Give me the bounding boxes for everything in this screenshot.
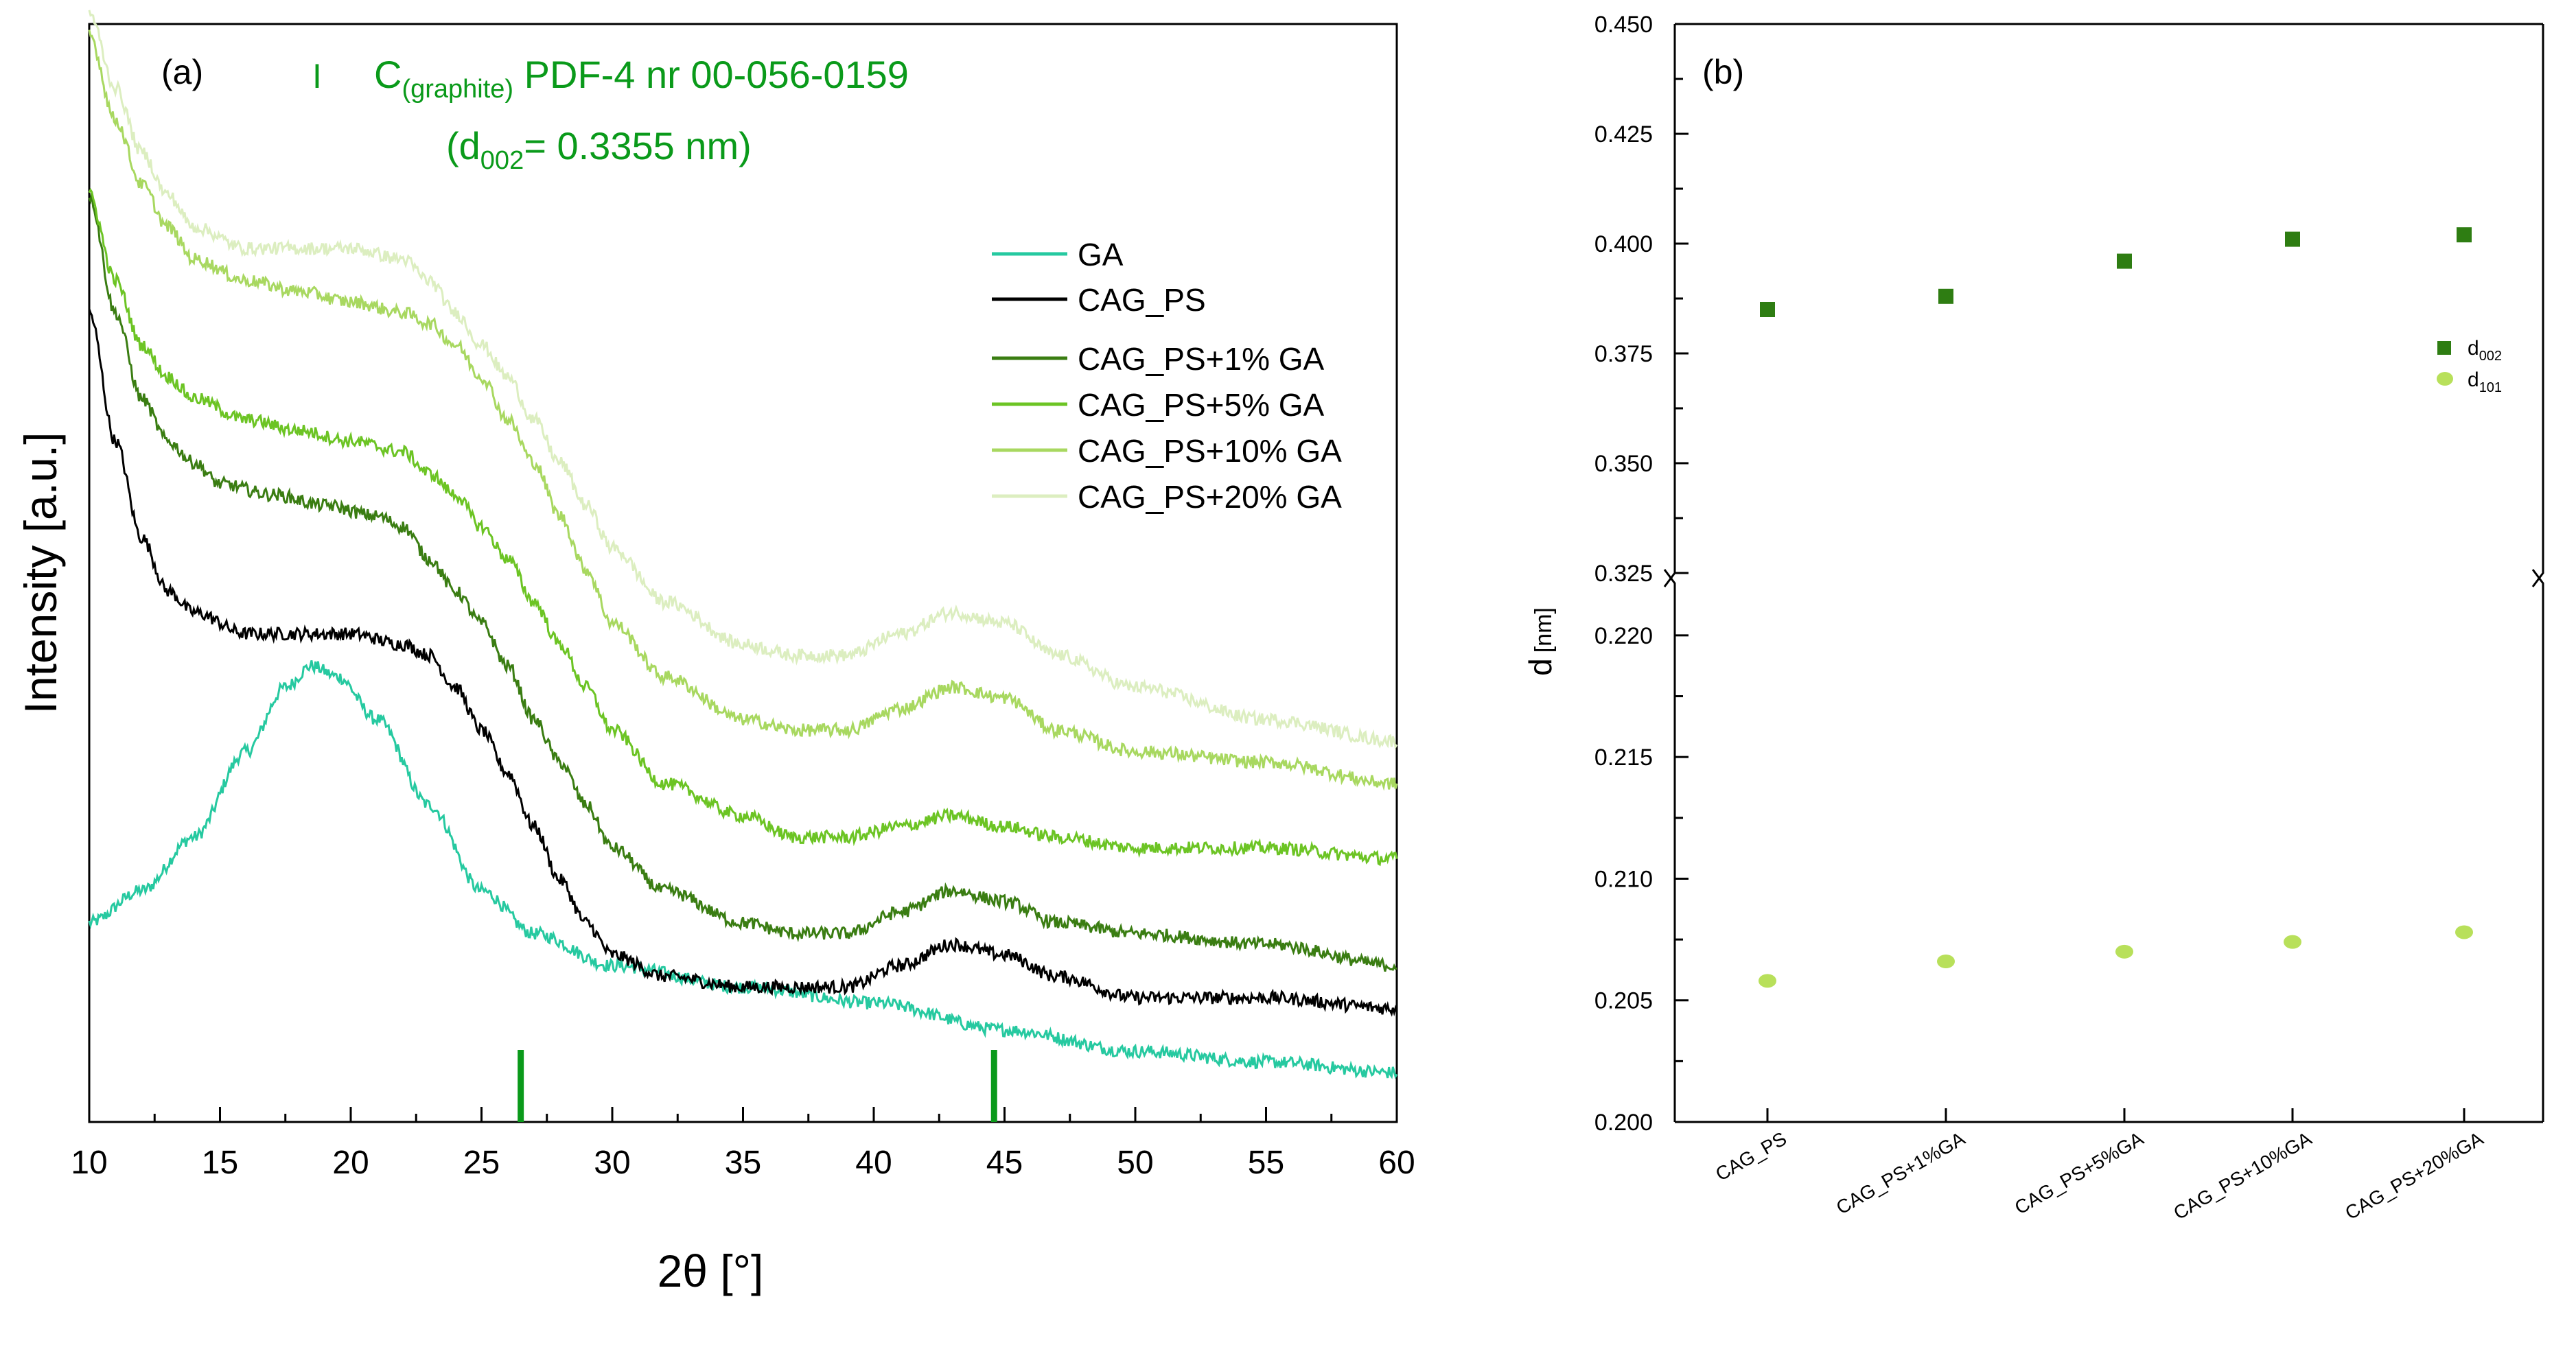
y-tick-label-0.210: 0.210 (1594, 866, 1653, 892)
panel-b-label: (b) (1702, 53, 1744, 91)
x-tick-label-20: 20 (332, 1145, 369, 1181)
legend-marker-d101 (2437, 372, 2453, 386)
x-tick-label-cag-ps-10-ga: CAG_PS+10%GA (2170, 1127, 2315, 1224)
y-tick-label-0.205: 0.205 (1594, 988, 1653, 1014)
point-d101-cag-ps-1-ga (1937, 955, 1955, 968)
y-tick-label-0.220: 0.220 (1594, 623, 1653, 649)
y-tick-label-0.425: 0.425 (1594, 121, 1653, 148)
series-line-cag-ps-20-ga (88, 10, 1398, 750)
panel-b-d-spacing: 0.325 0.350 0.375 0.400 0.425 0.450 0.200 0.205… (1522, 12, 2544, 1224)
panel-a-legend: GA CAG_PS CAG_PS+1% GA CAG_PS+5% GA CAG_… (992, 237, 1342, 515)
x-tick-label-cag-ps-20-ga: CAG_PS+20%GA (2341, 1127, 2487, 1224)
legend-label-d002: d002 (2468, 337, 2502, 364)
panel-a-xrd-patterns: 10 15 20 25 30 35 40 45 50 55 60 (a) I C(graphite)… (15, 10, 1415, 1296)
x-tick-label-10: 10 (71, 1145, 107, 1181)
panel-b-y-ticks: 0.325 0.350 0.375 0.400 0.425 0.450 0.200 0.205… (1594, 12, 1689, 1136)
panel-b-legend: d002 d101 (2437, 337, 2502, 395)
legend-marker-d002 (2437, 341, 2451, 355)
y-tick-label-0.450: 0.450 (1594, 12, 1653, 38)
series-line-cag-ps (88, 308, 1398, 1017)
x-tick-label-cag-ps: CAG_PS (1712, 1127, 1790, 1185)
point-d002-cag-ps-1-ga (1938, 288, 1953, 304)
y-tick-label-0.400: 0.400 (1594, 231, 1653, 257)
series-line-cag-ps-5-ga (88, 187, 1398, 867)
reference-marker-legend: I (312, 57, 322, 95)
reference-phase-label: C(graphite) PDF-4 nr 00-056-0159 (374, 53, 909, 104)
panel-b-right-axis-lower (2531, 569, 2544, 1122)
series-line-cag-ps-10-ga (88, 30, 1398, 791)
x-tick-label-25: 25 (463, 1145, 500, 1181)
x-tick-label-cag-ps-5-ga: CAG_PS+5%GA (2011, 1127, 2147, 1218)
panel-a-label: (a) (161, 53, 203, 91)
x-tick-label-cag-ps-1-ga: CAG_PS+1%GA (1833, 1127, 1969, 1218)
point-d002-cag-ps-10-ga (2285, 231, 2300, 247)
legend-label-5pct: CAG_PS+5% GA (1078, 387, 1325, 423)
point-d002-cag-ps-5-ga (2117, 253, 2132, 269)
panel-b-data-points (1759, 227, 2473, 988)
reference-peak-markers (518, 1050, 997, 1122)
legend-label-1pct: CAG_PS+1% GA (1078, 341, 1325, 377)
x-tick-label-40: 40 (855, 1145, 892, 1181)
point-d101-cag-ps-10-ga (2284, 935, 2301, 949)
panel-a-y-axis-title: Intensity [a.u.] (15, 432, 66, 714)
panel-b-y-axis-title: d[nm] (1522, 607, 1558, 676)
series-line-cag-ps-1-ga (88, 193, 1397, 972)
point-d101-cag-ps-20-ga (2455, 925, 2473, 939)
legend-label-d101: d101 (2468, 369, 2502, 395)
reference-d-spacing: (d002= 0.3355 nm) (446, 124, 752, 175)
legend-label-ga: GA (1078, 237, 1124, 272)
y-tick-label-0.375: 0.375 (1594, 341, 1653, 367)
x-tick-label-30: 30 (594, 1145, 630, 1181)
panel-a-x-ticks: 10 15 20 25 30 35 40 45 50 55 60 (71, 1107, 1415, 1181)
x-tick-label-35: 35 (725, 1145, 761, 1181)
x-tick-label-45: 45 (986, 1145, 1023, 1181)
legend-label-10pct: CAG_PS+10% GA (1078, 433, 1342, 469)
x-tick-label-15: 15 (202, 1145, 238, 1181)
x-tick-label-50: 50 (1117, 1145, 1153, 1181)
panel-b-right-axis-upper (2531, 24, 2544, 587)
panel-a-x-axis-title: 2θ [°] (658, 1245, 764, 1296)
x-tick-label-60: 60 (1378, 1145, 1415, 1181)
panel-a-series-group (88, 10, 1398, 1079)
y-tick-label-0.325: 0.325 (1594, 561, 1653, 587)
point-d101-cag-ps-5-ga (2115, 944, 2133, 959)
x-tick-label-55: 55 (1248, 1145, 1284, 1181)
panel-b-x-ticks: CAG_PS CAG_PS+1%GA CAG_PS+5%GA CAG_PS+10%GA… (1712, 1108, 2487, 1224)
point-d002-cag-ps-20-ga (2457, 227, 2472, 243)
point-d101-cag-ps (1759, 974, 1776, 988)
y-tick-label-0.200: 0.200 (1594, 1110, 1653, 1136)
y-tick-label-0.350: 0.350 (1594, 451, 1653, 477)
panel-a-frame (88, 23, 1398, 1123)
panel-b-left-axis-lower (1663, 569, 1676, 1122)
legend-label-cag-ps: CAG_PS (1078, 282, 1206, 318)
panel-b-left-axis-upper (1663, 24, 1676, 587)
point-d002-cag-ps (1760, 302, 1775, 317)
legend-label-20pct: CAG_PS+20% GA (1078, 479, 1342, 515)
y-tick-label-0.215: 0.215 (1594, 745, 1653, 771)
